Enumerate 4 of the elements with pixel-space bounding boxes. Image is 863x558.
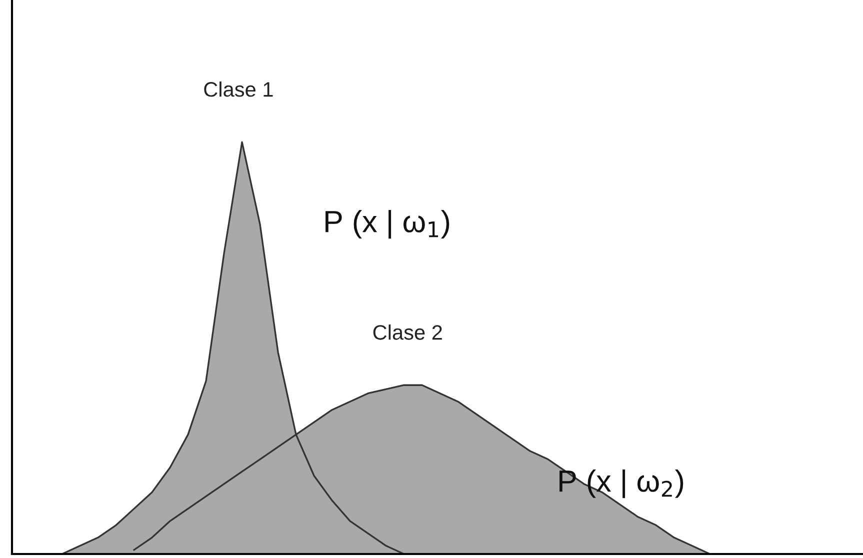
annotation: P (x | ω$_{2}$) — [560, 469, 684, 498]
text: Clase 2 — [373, 324, 442, 340]
text: Clase 1 — [204, 81, 273, 97]
annotation: P (x | ω$_{1}$) — [326, 210, 450, 239]
